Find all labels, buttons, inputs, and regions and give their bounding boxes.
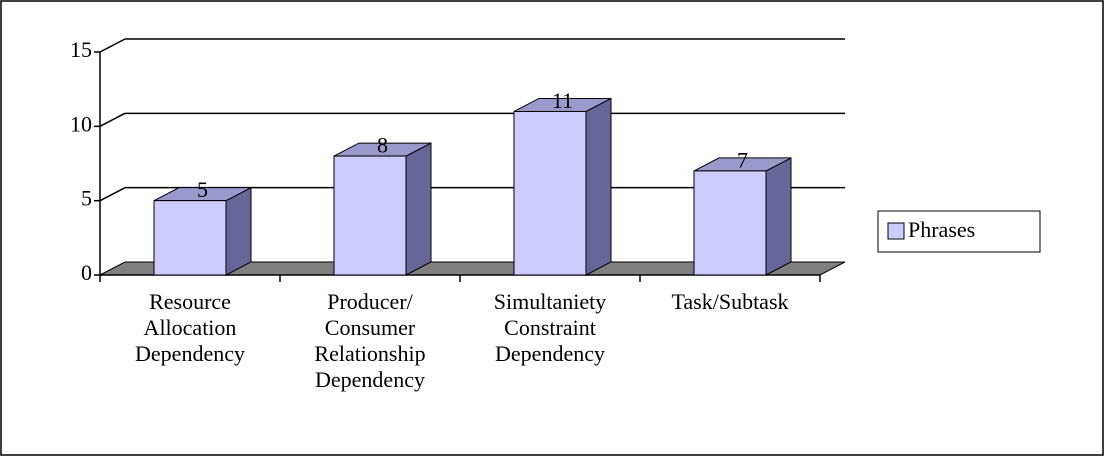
bar — [333, 155, 407, 276]
y-tick-label: 0 — [81, 260, 92, 285]
y-tick-label: 10 — [70, 111, 92, 136]
grid-line — [99, 187, 126, 202]
bar-side — [225, 186, 252, 276]
legend-label: Phrases — [908, 217, 975, 242]
y-tick-label: 5 — [81, 186, 92, 211]
data-label: 7 — [737, 147, 748, 172]
bar-side — [405, 142, 432, 276]
data-label: 11 — [552, 88, 573, 113]
bar — [153, 200, 227, 276]
y-tick-label: 15 — [70, 37, 92, 62]
bar — [693, 170, 767, 276]
legend-box — [877, 210, 1041, 253]
bar-side — [585, 97, 612, 276]
bar-side — [765, 157, 792, 276]
x-tick-label: Resource Allocation Dependency — [135, 289, 245, 366]
data-label: 8 — [377, 133, 388, 158]
x-tick-label: Simultaniety Constraint Dependency — [493, 289, 607, 366]
data-label: 5 — [197, 177, 208, 202]
grid-line — [99, 112, 126, 127]
x-tick-label: Producer/ Consumer Relationship Dependen… — [314, 289, 426, 392]
x-tick-label: Task/Subtask — [671, 289, 789, 314]
bar — [513, 110, 587, 276]
legend-swatch — [887, 222, 905, 240]
grid-line — [99, 38, 126, 53]
